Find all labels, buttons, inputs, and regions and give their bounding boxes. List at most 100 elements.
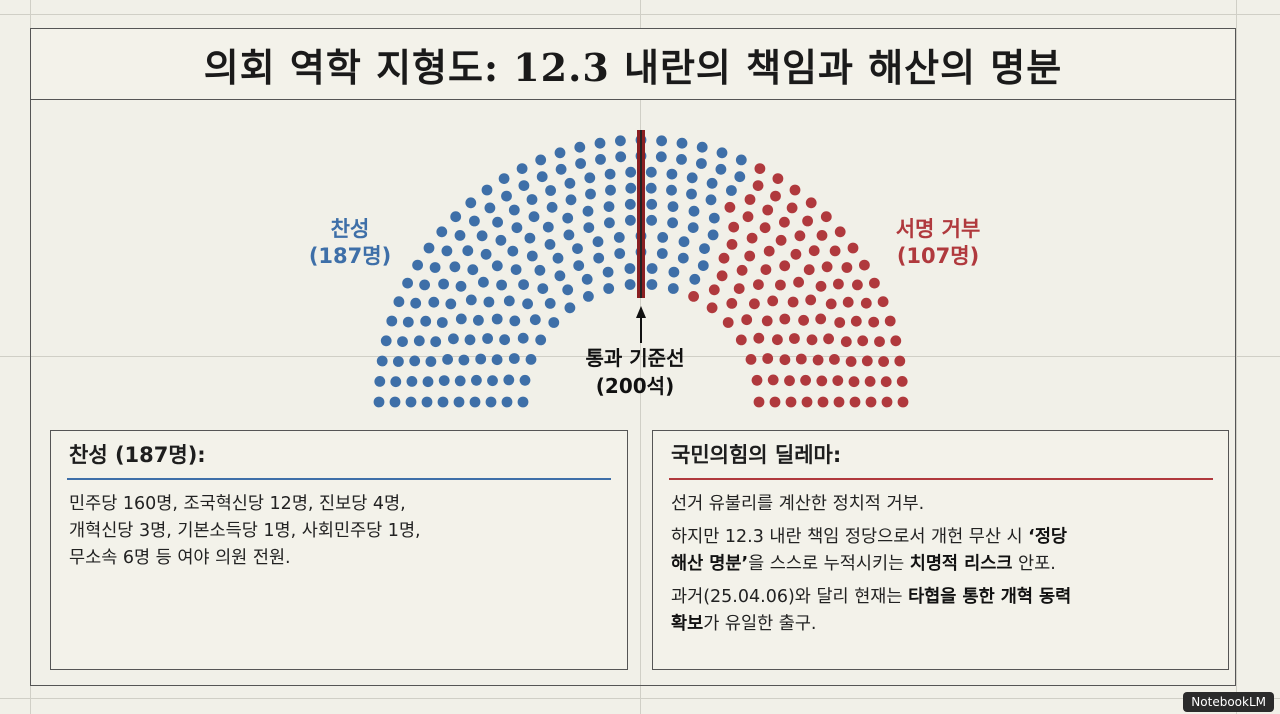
yes-label-count: (187명) <box>308 244 392 268</box>
seat-no <box>816 230 828 241</box>
seat-yes <box>421 396 433 408</box>
dilemma-para-2: 하지만 12.3 내란 책임 정당으로서 개헌 무산 시 ‘정당 해산 명분’을… <box>671 524 1071 578</box>
seat-no <box>733 283 745 294</box>
seat-yes <box>501 190 512 202</box>
seat-yes <box>708 212 720 224</box>
seat-yes <box>686 188 697 200</box>
seat-no <box>745 354 757 365</box>
seat-yes <box>562 212 574 224</box>
seat-yes <box>545 185 556 196</box>
yes-card-line: 개혁신당 3명, 기본소득당 1명, 사회민주당 1명, <box>69 521 421 541</box>
seat-no <box>840 336 852 348</box>
seat-yes <box>471 374 482 386</box>
seat-yes <box>646 279 658 290</box>
seat-yes <box>707 229 719 241</box>
seat-no <box>896 376 908 387</box>
seat-yes <box>687 222 699 234</box>
seat-yes <box>525 354 537 365</box>
seat-yes <box>481 184 493 196</box>
seat-yes <box>677 252 689 264</box>
seat-yes <box>492 216 503 228</box>
seat-yes <box>625 182 637 194</box>
seat-no <box>770 190 781 202</box>
guide-line <box>0 356 1280 357</box>
seat-yes <box>585 188 596 200</box>
title-box: 의회 역학 지형도: 12.3 내란의 책임과 해산의 명분 <box>30 28 1236 100</box>
seat-yes <box>535 154 547 166</box>
seat-no <box>861 355 873 367</box>
seat-yes <box>393 296 405 308</box>
seat-no <box>829 354 840 365</box>
seat-yes <box>503 295 515 307</box>
seat-no <box>868 316 880 328</box>
seat-no <box>841 262 853 273</box>
threshold-line-core <box>640 130 642 298</box>
seat-yes <box>409 355 421 367</box>
seat-yes <box>562 284 574 296</box>
seat-yes <box>667 283 679 294</box>
guide-line <box>640 0 641 714</box>
seat-yes <box>526 194 538 205</box>
seat-yes <box>537 283 549 294</box>
seat-no <box>779 260 791 272</box>
seat-no <box>805 294 817 306</box>
seat-no <box>808 245 820 257</box>
seat-yes <box>696 141 708 153</box>
seat-yes <box>688 205 700 217</box>
seat-no <box>789 184 801 196</box>
seat-no <box>735 334 747 346</box>
bold-run: 해산 명분’ <box>671 554 749 574</box>
seat-yes <box>544 239 556 250</box>
seat-yes <box>575 158 586 169</box>
seat-no <box>784 375 795 387</box>
seat-yes <box>482 333 493 344</box>
threshold-label-name: 통과 기준선 <box>585 346 685 370</box>
seat-no <box>790 248 802 260</box>
seat-yes <box>678 236 690 248</box>
seat-no <box>779 216 790 228</box>
text-run: 가 유일한 출구. <box>703 614 817 634</box>
seat-no <box>852 279 863 291</box>
seat-no <box>749 298 760 310</box>
seat-yes <box>676 154 687 165</box>
seat-yes <box>697 260 709 271</box>
yes-label: 찬성 (187명) <box>290 216 410 270</box>
seat-no <box>820 211 832 223</box>
seat-yes <box>376 355 388 367</box>
seat-no <box>806 334 818 346</box>
seat-yes <box>582 205 594 217</box>
seat-yes <box>402 316 414 328</box>
seat-no <box>726 298 738 309</box>
seat-yes <box>517 396 529 408</box>
seat-yes <box>542 221 554 233</box>
seat-yes <box>646 214 657 226</box>
seat-no <box>767 374 779 386</box>
seat-yes <box>646 198 658 210</box>
seat-no <box>857 335 869 347</box>
seat-no <box>761 315 773 327</box>
yes-card-heading: 찬성 (187명): <box>69 443 206 467</box>
seat-yes <box>564 302 576 314</box>
yes-card: 찬성 (187명): 민주당 160명, 조국혁신당 12명, 진보당 4명, … <box>50 430 628 670</box>
seat-yes <box>583 222 595 234</box>
notebooklm-badge: NotebookLM <box>1183 692 1274 712</box>
seat-yes <box>496 279 507 291</box>
seat-no <box>865 396 877 408</box>
seat-no <box>718 252 730 264</box>
threshold-arrow-head <box>636 306 646 318</box>
seat-no <box>744 194 756 205</box>
seat-yes <box>491 260 503 272</box>
seat-no <box>775 234 787 246</box>
seat-yes <box>508 204 520 216</box>
seat-yes <box>397 336 408 347</box>
seat-no <box>772 173 784 185</box>
seat-yes <box>478 276 489 288</box>
seat-yes <box>594 137 606 149</box>
seat-yes <box>422 376 434 388</box>
seat-no <box>860 297 872 309</box>
seat-yes <box>554 147 566 159</box>
seat-yes <box>573 260 585 271</box>
seat-yes <box>735 154 747 166</box>
seat-no <box>763 245 775 257</box>
